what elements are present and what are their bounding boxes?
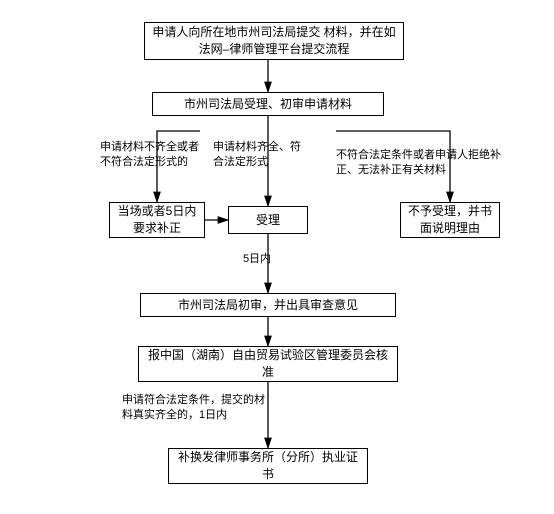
label-final-cond: 申请符合法定条件，提交的材料真实齐全的，1日内 xyxy=(122,393,272,423)
box-step1: 申请人向所在地市州司法局提交 材料，并在如法网–律师管理平台提交流程 xyxy=(144,22,404,60)
box-step3-mid: 受理 xyxy=(228,206,308,234)
box-step3-left: 当场或者5日内要求补正 xyxy=(109,202,205,238)
label-branch-left: 申请材料不齐全或者不符合法定形式的 xyxy=(100,140,200,170)
box-step6: 补换发律师事务所（分所）执业证书 xyxy=(168,448,368,484)
label-branch-right: 不符合法定条件或者申请人拒绝补正、无法补正有关材料 xyxy=(336,148,506,178)
label-five-days: 5日内 xyxy=(232,252,282,267)
box-step5: 报中国（湖南）自由贸易试验区管理委员会核准 xyxy=(138,346,398,382)
box-step4: 市州司法局初审，并出具审查意见 xyxy=(140,293,396,317)
label-branch-mid: 申请材料齐全、符合法定形式 xyxy=(213,140,303,170)
box-step3-right: 不予受理，并书面说明理由 xyxy=(400,202,500,238)
box-step2: 市州司法局受理、初审申请材料 xyxy=(152,92,384,116)
